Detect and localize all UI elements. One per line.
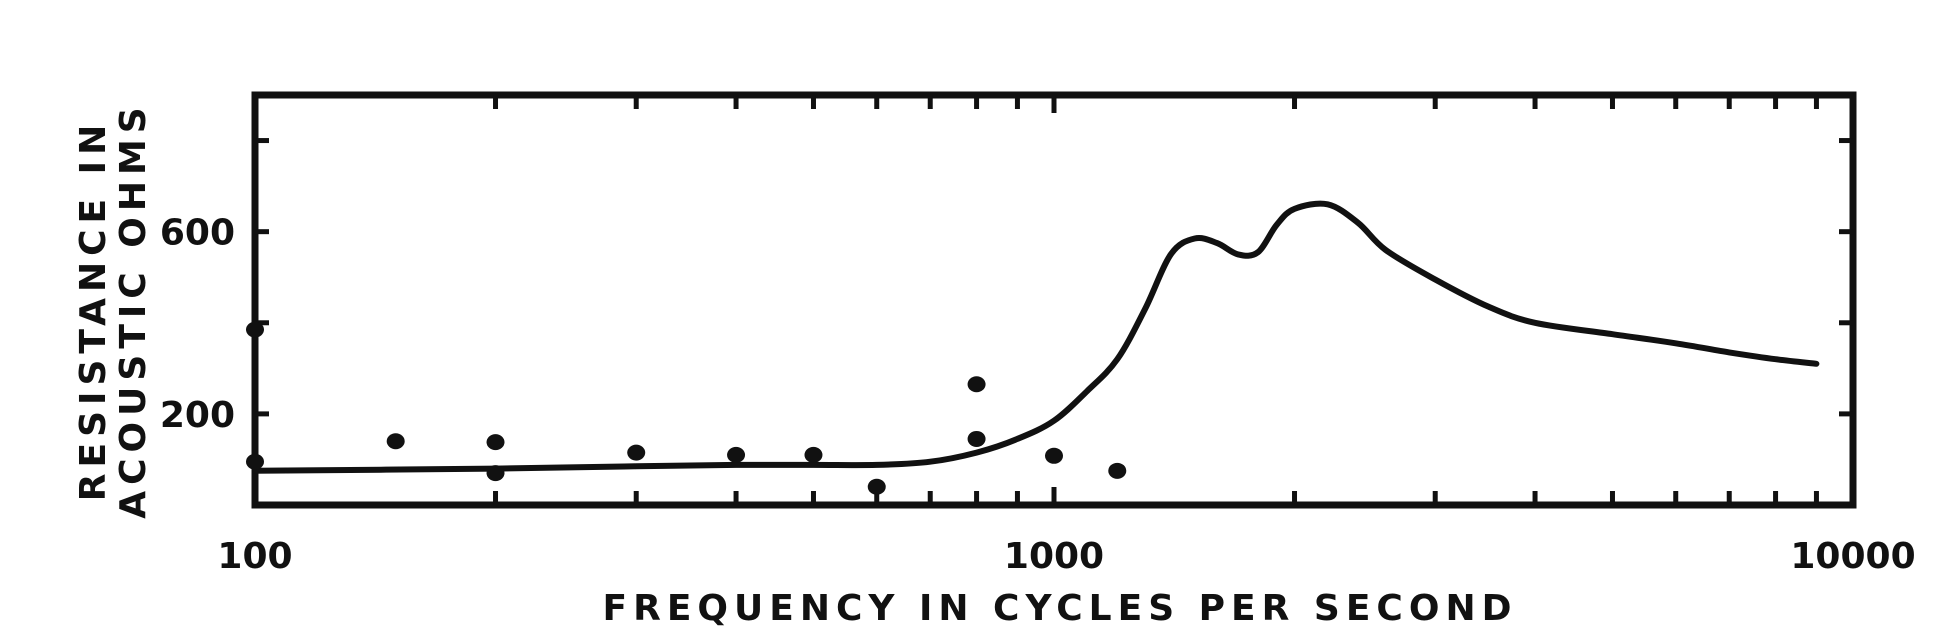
data-point [867,478,886,495]
y-tick-label: 600 [160,213,235,254]
data-point [486,434,505,451]
measured-points [246,321,1127,495]
y-tick-label: 200 [160,395,235,436]
resistance-curve [252,200,1820,474]
data-point [804,446,823,463]
data-point [246,321,264,338]
x-tick-label: 1000 [1004,536,1104,577]
data-point [727,446,746,463]
x-tick-label: 10000 [1790,536,1915,577]
data-point [967,430,986,447]
data-point [1045,447,1063,464]
x-tick-label: 100 [217,536,292,577]
y-axis-label-line-1: RESISTANCE IN [73,119,114,501]
x-axis-label: FREQUENCY IN CYCLES PER SECOND [603,588,1518,629]
x-tick-labels: 100 1000 10000 [217,536,1915,577]
data-point [967,376,986,393]
data-point [486,465,505,482]
data-point [627,444,646,461]
y-axis-label-line-2: ACOUSTIC OHMS [113,101,154,518]
data-point [386,433,405,450]
data-point [246,453,264,470]
y-tick-labels: 200 600 [160,213,235,436]
data-point [1108,462,1127,479]
y-axis-label: RESISTANCE IN ACOUSTIC OHMS [73,101,154,518]
